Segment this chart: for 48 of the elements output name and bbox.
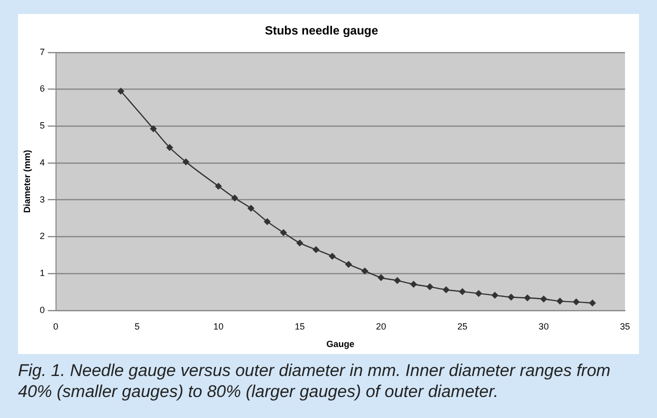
x-tick-label: 0 <box>53 321 58 332</box>
point <box>588 300 596 307</box>
caption: Fig. 1. Needle gauge versus outer diameter in mm. Inner diameter ranges from 40% (smaller gauges) to 80% (larger gauges) of outer diameter. <box>18 360 612 402</box>
point <box>166 144 174 151</box>
point <box>280 229 287 236</box>
point <box>442 286 450 294</box>
point <box>328 252 336 260</box>
x-axis-title: Gauge <box>326 339 354 350</box>
point <box>264 218 271 226</box>
x-tick-label: 35 <box>620 321 630 332</box>
y-tick-label: 0 <box>40 304 45 315</box>
point <box>394 277 401 284</box>
y-tick-label: 4 <box>40 157 45 168</box>
point <box>231 194 238 202</box>
y-tick-label: 7 <box>40 46 45 57</box>
x-tick-label: 10 <box>213 321 224 332</box>
point <box>426 283 434 290</box>
chart-title: Stubs needle gauge <box>264 24 378 38</box>
point <box>247 204 254 212</box>
point <box>150 125 157 132</box>
x-tick-label: 5 <box>134 321 140 332</box>
point <box>540 295 548 302</box>
y-tick-label: 5 <box>40 120 45 131</box>
point <box>458 288 466 296</box>
y-tick-label: 2 <box>40 231 45 242</box>
point <box>361 267 368 274</box>
x-tick-label: 25 <box>457 321 468 332</box>
point <box>296 239 304 246</box>
point <box>117 88 124 95</box>
point <box>572 298 580 306</box>
point <box>345 260 352 268</box>
point <box>214 182 222 190</box>
point <box>556 298 564 305</box>
point <box>491 292 498 299</box>
point <box>524 294 531 302</box>
x-tick-label: 15 <box>294 321 305 332</box>
point <box>312 246 320 254</box>
point <box>475 290 482 297</box>
y-tick-label: 3 <box>40 194 45 204</box>
x-tick-label: 20 <box>376 321 386 332</box>
point <box>410 280 418 288</box>
point <box>378 274 385 282</box>
y-tick-label: 1 <box>40 268 45 278</box>
x-tick-label: 30 <box>538 321 549 332</box>
point <box>508 294 515 301</box>
point <box>182 158 190 166</box>
y-tick-label: 6 <box>40 84 45 94</box>
y-axis-title: Diameter (mm) <box>22 150 32 213</box>
